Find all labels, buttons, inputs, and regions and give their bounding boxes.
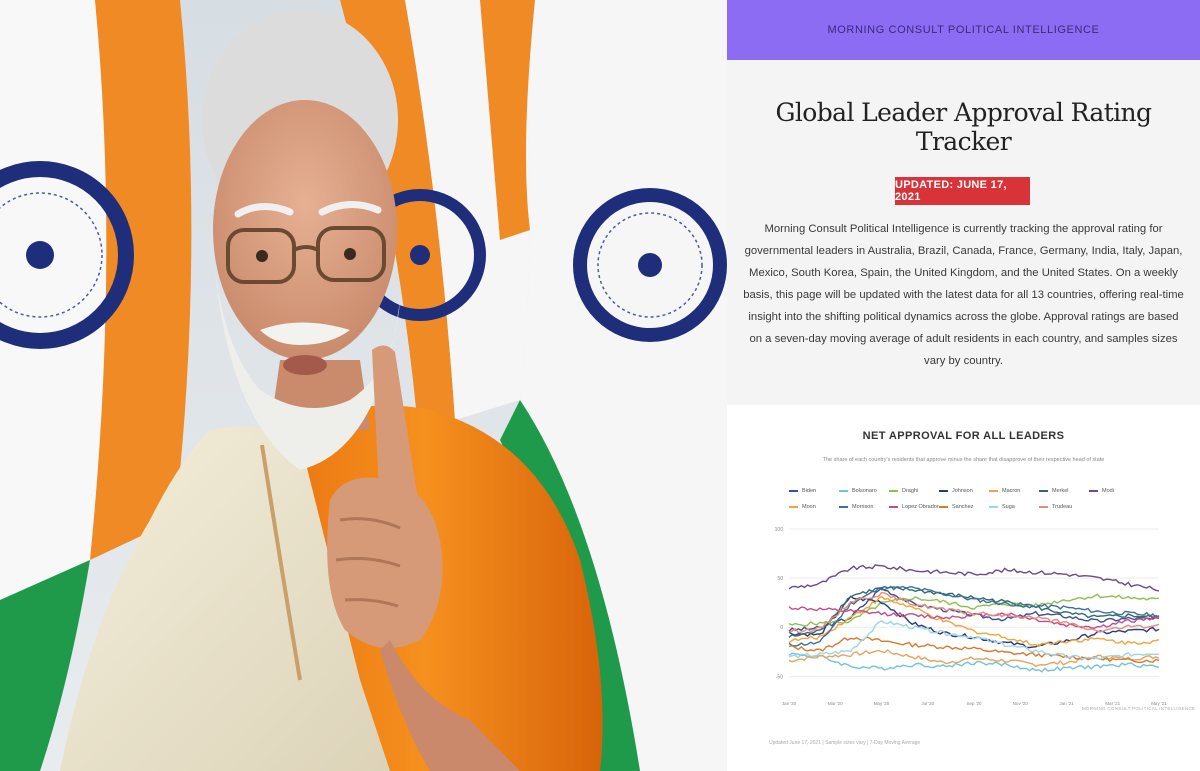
legend-label: Draghi xyxy=(902,488,919,494)
legend-swatch xyxy=(989,506,998,508)
series-line-suga xyxy=(788,620,1160,660)
tracker-article: MORNING CONSULT POLITICAL INTELLIGENCE G… xyxy=(727,0,1200,771)
legend-swatch xyxy=(939,490,948,492)
legend-item-morrison: Morrison xyxy=(839,504,873,510)
x-tick-label: May '20 xyxy=(874,701,890,706)
legend-label: Bolsonaro xyxy=(852,488,877,494)
leader-photo xyxy=(0,0,727,771)
chart-footnote: Updated June 17, 2021 | Sample sizes var… xyxy=(769,740,921,746)
legend-item-bolsonaro: Bolsonaro xyxy=(839,488,877,494)
page-title: Global Leader Approval Rating Tracker xyxy=(775,98,1153,156)
legend-swatch xyxy=(889,506,898,508)
chart-source: MORNING CONSULT POLITICAL INTELLIGENCE xyxy=(1082,706,1196,711)
legend-swatch xyxy=(989,490,998,492)
series-line-bolsonaro xyxy=(788,652,1160,673)
legend-swatch xyxy=(1039,506,1048,508)
legend-item-merkel: Merkel xyxy=(1039,488,1069,494)
legend-item-johnson: Johnson xyxy=(939,488,973,494)
legend-swatch xyxy=(839,506,848,508)
x-tick-label: Nov '20 xyxy=(1013,701,1029,706)
x-tick-label: Jul '20 xyxy=(921,701,934,706)
leader-photo-illustration xyxy=(0,0,727,771)
x-tick-label: Mar '20 xyxy=(828,701,843,706)
legend-swatch xyxy=(1039,490,1048,492)
series-line-trudeau xyxy=(788,591,1160,634)
flag-left xyxy=(0,0,192,771)
updated-badge: UPDATED: JUNE 17, 2021 xyxy=(895,177,1030,205)
series-line-merkel xyxy=(788,585,1160,638)
legend-item-suga: Suga xyxy=(989,504,1015,510)
legend-swatch xyxy=(939,506,948,508)
series-line-macron xyxy=(788,649,1160,668)
legend-swatch xyxy=(1089,490,1098,492)
x-tick-label: Jan '21 xyxy=(1059,701,1074,706)
brand-banner: MORNING CONSULT POLITICAL INTELLIGENCE xyxy=(727,0,1200,60)
y-tick-label: -50 xyxy=(776,674,783,680)
updated-badge-text: UPDATED: JUNE 17, 2021 xyxy=(895,179,1007,203)
legend-label: Sanchez xyxy=(952,504,974,510)
legend-item-biden: Biden xyxy=(789,488,816,494)
article-header: Global Leader Approval Rating Tracker UP… xyxy=(727,60,1200,405)
legend-label: Moon xyxy=(802,504,816,510)
legend-label: Macron xyxy=(1002,488,1021,494)
legend-label: Morrison xyxy=(852,504,874,510)
legend-item-draghi: Draghi xyxy=(889,488,918,494)
legend-swatch xyxy=(789,490,798,492)
legend-label: Biden xyxy=(802,488,817,494)
series-line-moon xyxy=(788,595,1160,648)
legend-item-sanchez: Sanchez xyxy=(939,504,973,510)
net-approval-chart: 100 50 0 -50 Jan '20 Mar '20 May '20 Jul '20 Sep… xyxy=(775,527,1167,706)
legend-label: Lopez Obrador xyxy=(902,504,939,510)
legend-label: Modi xyxy=(1102,488,1114,494)
face xyxy=(213,100,397,360)
chart-subtitle: The share of each country's residents th… xyxy=(822,457,1105,463)
x-tick-label: Mar '21 xyxy=(1105,701,1120,706)
legend-swatch xyxy=(789,506,798,508)
beard xyxy=(215,270,400,470)
cream-shawl xyxy=(60,426,390,771)
y-tick-label: 0 xyxy=(780,625,783,631)
y-tick-label: 50 xyxy=(777,576,783,582)
legend-item-moon: Moon xyxy=(789,504,816,510)
brand-banner-text: MORNING CONSULT POLITICAL INTELLIGENCE xyxy=(827,24,1100,36)
x-tick-label: Jan '20 xyxy=(782,701,797,706)
chart-title: NET APPROVAL FOR ALL LEADERS xyxy=(862,430,1065,442)
legend-label: Johnson xyxy=(952,488,973,494)
legend-item-lopez-obrador: Lopez Obrador xyxy=(889,504,939,510)
series-line-modi xyxy=(788,564,1160,592)
legend-label: Merkel xyxy=(1052,488,1069,494)
legend-swatch xyxy=(889,490,898,492)
legend-label: Suga xyxy=(1002,504,1015,510)
glasses xyxy=(226,226,386,284)
x-tick-label: May '21 xyxy=(1151,701,1167,706)
legend-item-macron: Macron xyxy=(989,488,1020,494)
series-line-draghi xyxy=(788,593,1160,627)
legend-item-trudeau: Trudeau xyxy=(1039,504,1072,510)
raised-hand xyxy=(327,345,520,771)
legend-label: Trudeau xyxy=(1052,504,1073,510)
intro-paragraph: Morning Consult Political Intelligence i… xyxy=(743,223,1184,367)
legend-swatch xyxy=(839,490,848,492)
x-tick-label: Sep '20 xyxy=(966,701,982,706)
legend-item-modi: Modi xyxy=(1089,488,1114,494)
y-tick-label: 100 xyxy=(775,527,784,533)
series-line-lopez-obrador xyxy=(788,606,1160,630)
